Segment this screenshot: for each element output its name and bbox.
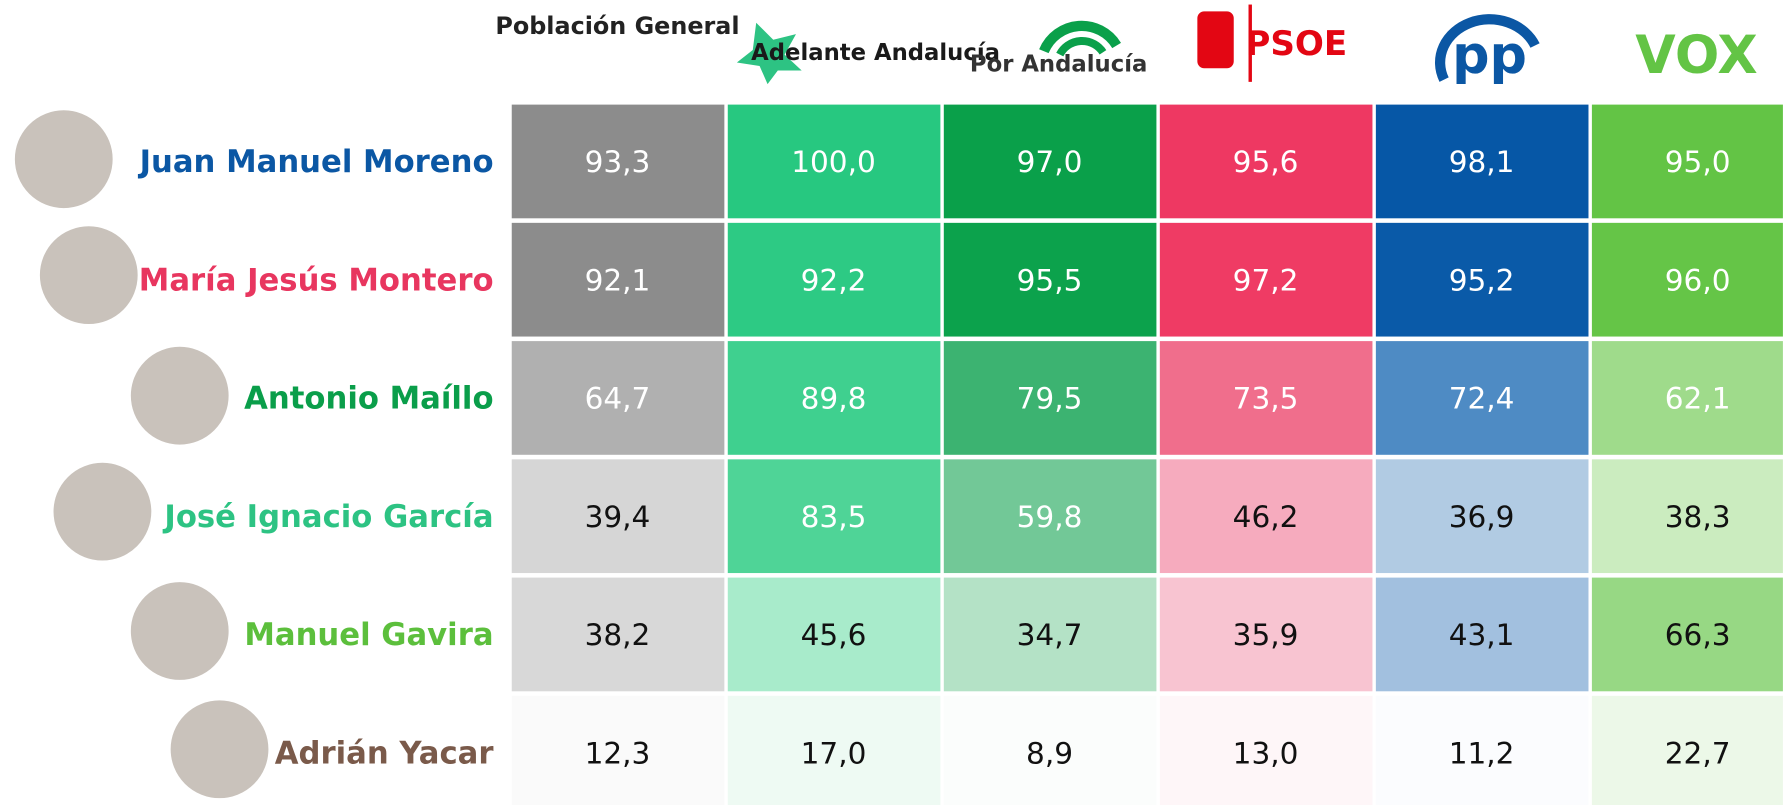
cell-value: 11,2	[1449, 736, 1515, 770]
candidate-name: José Ignacio García	[162, 500, 493, 535]
cell-value: 17,0	[801, 736, 867, 770]
cell-value: 12,3	[585, 736, 651, 770]
candidate-name: María Jesús Montero	[139, 263, 494, 298]
cell	[1375, 459, 1589, 574]
cell	[727, 459, 941, 574]
cell-value: 34,7	[1017, 618, 1083, 652]
cell	[727, 341, 941, 455]
cell-value: 95,5	[1017, 263, 1083, 297]
cell	[1159, 695, 1373, 805]
cell	[1591, 341, 1783, 455]
cell	[1159, 577, 1373, 692]
cell-value: 22,7	[1665, 736, 1731, 770]
candidate-name: Antonio Maíllo	[244, 382, 493, 417]
cell	[943, 577, 1157, 692]
cell	[727, 104, 941, 219]
logo-adelante	[736, 22, 802, 85]
candidate-name: Juan Manuel Moreno	[138, 145, 494, 180]
cell-value: 95,2	[1449, 263, 1515, 297]
cell-value: 89,8	[801, 382, 867, 416]
logo-pp	[1435, 14, 1540, 82]
cell-value: 97,2	[1233, 263, 1299, 297]
cell	[511, 695, 725, 805]
candidate-photo	[168, 698, 271, 801]
logo-psoe	[1197, 4, 1252, 82]
cell	[1375, 695, 1589, 805]
cell	[1375, 577, 1589, 692]
candidate-photo	[128, 344, 231, 447]
cell-value: 36,9	[1449, 500, 1515, 534]
cell-value: 95,0	[1665, 145, 1731, 179]
logo-por	[1039, 20, 1121, 57]
cell-value: 92,1	[585, 263, 651, 297]
column-header: Por Andalucía	[970, 51, 1147, 77]
column-header: VOX	[1635, 25, 1757, 86]
candidate-name: Manuel Gavira	[244, 618, 493, 653]
candidate-photo	[12, 108, 115, 211]
candidate-photo	[37, 223, 140, 327]
cell	[727, 222, 941, 337]
cell	[943, 104, 1157, 219]
cell-value: 97,0	[1017, 145, 1083, 179]
cell-value: 46,2	[1233, 500, 1299, 534]
candidate-name: Adrián Yacar	[275, 736, 495, 771]
cell	[1591, 104, 1783, 219]
cell	[943, 341, 1157, 455]
cell-value: 38,2	[585, 618, 651, 652]
cell	[511, 341, 725, 455]
cell	[1375, 104, 1589, 219]
cell	[1591, 695, 1783, 805]
cell	[1375, 341, 1589, 455]
cell	[1159, 341, 1373, 455]
cell-value: 92,2	[801, 263, 867, 297]
cell	[1591, 577, 1783, 692]
candidate-photo	[128, 579, 231, 683]
cell	[727, 695, 941, 805]
column-header: PSOE	[1245, 24, 1347, 64]
cell	[511, 222, 725, 337]
cell	[1159, 104, 1373, 219]
cell	[943, 695, 1157, 805]
cell-value: 66,3	[1665, 618, 1731, 652]
column-header: Adelante Andalucía	[751, 40, 1000, 66]
cell-value: 13,0	[1233, 736, 1299, 770]
cell-value: 96,0	[1665, 263, 1731, 297]
candidate-photo	[51, 460, 154, 563]
cell-value: 95,6	[1233, 145, 1299, 179]
cell	[943, 222, 1157, 337]
column-header: Población General	[495, 12, 739, 40]
cell-value: 62,1	[1665, 382, 1731, 416]
cell	[511, 577, 725, 692]
column-header: pp	[1452, 25, 1527, 86]
cell-value: 64,7	[585, 382, 651, 416]
cell	[511, 104, 725, 219]
cell	[1375, 222, 1589, 337]
cell-value: 8,9	[1026, 736, 1073, 770]
cell-value: 100,0	[791, 145, 876, 179]
cell	[727, 577, 941, 692]
cell-value: 38,3	[1665, 500, 1731, 534]
cell-value: 93,3	[585, 145, 651, 179]
cell	[1591, 222, 1783, 337]
cell	[1159, 459, 1373, 574]
cell-value: 98,1	[1449, 145, 1515, 179]
cell	[511, 459, 725, 574]
cell-value: 72,4	[1449, 382, 1515, 416]
cell-value: 35,9	[1233, 618, 1299, 652]
cell-value: 79,5	[1017, 382, 1083, 416]
cell	[1591, 459, 1783, 574]
cell	[943, 459, 1157, 574]
cell-value: 45,6	[801, 618, 867, 652]
cell-value: 73,5	[1233, 382, 1299, 416]
cell-value: 43,1	[1449, 618, 1515, 652]
cell-value: 83,5	[801, 500, 867, 534]
cell-value: 39,4	[585, 500, 651, 534]
cell-value: 59,8	[1017, 500, 1083, 534]
cell	[1159, 222, 1373, 337]
